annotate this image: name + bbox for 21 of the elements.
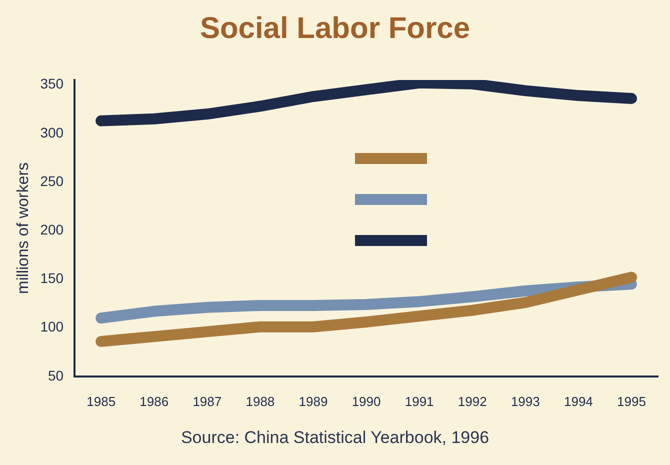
x-tick-label: 1986	[140, 394, 169, 409]
chart-title: Social Labor Force	[198, 12, 472, 46]
x-tick-label: 1992	[458, 394, 487, 409]
y-tick-label: 100	[40, 318, 64, 335]
x-tick-label: 1988	[246, 394, 275, 409]
y-tick-label: 150	[40, 270, 64, 286]
x-tick-label: 1991	[404, 394, 434, 409]
x-tick-label: 1989	[298, 394, 328, 409]
x-tick-label: 1994	[564, 394, 593, 409]
x-tick-label: 1993	[510, 394, 540, 409]
x-tick-label: 1985	[86, 394, 116, 409]
x-tick-label: 1990	[352, 394, 381, 409]
y-tick-label: 300	[40, 124, 64, 140]
y-tick-label: 50	[48, 367, 64, 384]
y-tick-label: 200	[40, 221, 64, 238]
y-tick-label: 350	[40, 76, 64, 92]
x-tick-label: 1995	[617, 394, 646, 409]
y-axis-title: millions of workers	[15, 162, 32, 294]
source-note: Source: China Statistical Yearbook, 1996	[180, 428, 490, 448]
x-tick-label: 1987	[192, 394, 222, 409]
y-tick-label: 250	[40, 172, 64, 189]
